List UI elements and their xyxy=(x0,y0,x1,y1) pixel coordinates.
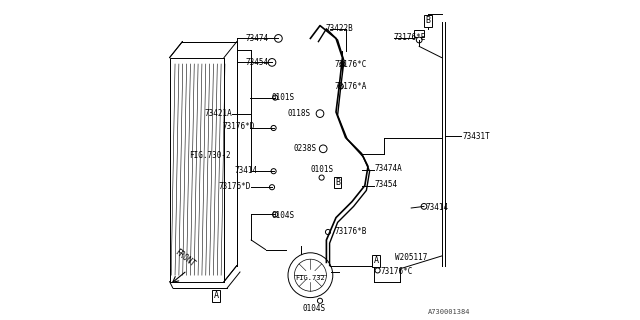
Text: B: B xyxy=(426,16,431,25)
Bar xyxy=(170,58,224,282)
Text: 0101S: 0101S xyxy=(271,93,294,102)
Circle shape xyxy=(288,253,333,298)
Text: 0104S: 0104S xyxy=(302,304,325,313)
Circle shape xyxy=(271,169,276,174)
Circle shape xyxy=(319,145,327,153)
Text: 73454: 73454 xyxy=(374,180,397,188)
Circle shape xyxy=(269,185,275,190)
Text: FRONT: FRONT xyxy=(173,247,197,269)
Text: FIG.730-2: FIG.730-2 xyxy=(189,151,230,160)
Text: 73176*C: 73176*C xyxy=(334,60,367,68)
Text: 73176*E: 73176*E xyxy=(394,33,426,42)
Text: FIG.732: FIG.732 xyxy=(296,276,325,281)
Circle shape xyxy=(268,59,276,66)
Text: 73422B: 73422B xyxy=(326,24,354,33)
Text: 73474A: 73474A xyxy=(374,164,402,172)
Text: 73176*D: 73176*D xyxy=(222,122,254,131)
Circle shape xyxy=(338,84,343,89)
Text: B: B xyxy=(335,178,340,187)
Circle shape xyxy=(273,95,278,100)
Circle shape xyxy=(271,125,276,131)
Text: 73176*D: 73176*D xyxy=(219,182,251,191)
Text: A: A xyxy=(214,292,218,300)
Circle shape xyxy=(294,259,326,291)
Text: 73414: 73414 xyxy=(234,166,258,175)
Text: 73414: 73414 xyxy=(426,203,449,212)
Circle shape xyxy=(275,35,282,42)
Text: 0118S: 0118S xyxy=(287,109,310,118)
Circle shape xyxy=(375,268,380,273)
Circle shape xyxy=(417,37,422,43)
Text: W205117: W205117 xyxy=(396,253,428,262)
Text: 0238S: 0238S xyxy=(294,144,317,153)
Text: 73176*C: 73176*C xyxy=(381,267,413,276)
Circle shape xyxy=(421,204,427,209)
Text: 73176*B: 73176*B xyxy=(334,228,367,236)
Text: 0101S: 0101S xyxy=(310,165,333,174)
Text: 73421A: 73421A xyxy=(204,109,232,118)
Text: 73176*A: 73176*A xyxy=(334,82,367,91)
Text: 0104S: 0104S xyxy=(271,211,294,220)
Bar xyxy=(415,30,424,37)
Circle shape xyxy=(316,110,324,117)
Text: 73431T: 73431T xyxy=(462,132,490,140)
Text: A: A xyxy=(374,256,378,265)
Text: 73454: 73454 xyxy=(245,58,268,67)
Circle shape xyxy=(326,229,331,235)
Circle shape xyxy=(340,61,345,67)
Circle shape xyxy=(273,212,278,217)
Circle shape xyxy=(317,298,323,303)
Text: A730001384: A730001384 xyxy=(428,309,470,315)
Circle shape xyxy=(319,175,324,180)
Text: 73474: 73474 xyxy=(245,34,268,43)
